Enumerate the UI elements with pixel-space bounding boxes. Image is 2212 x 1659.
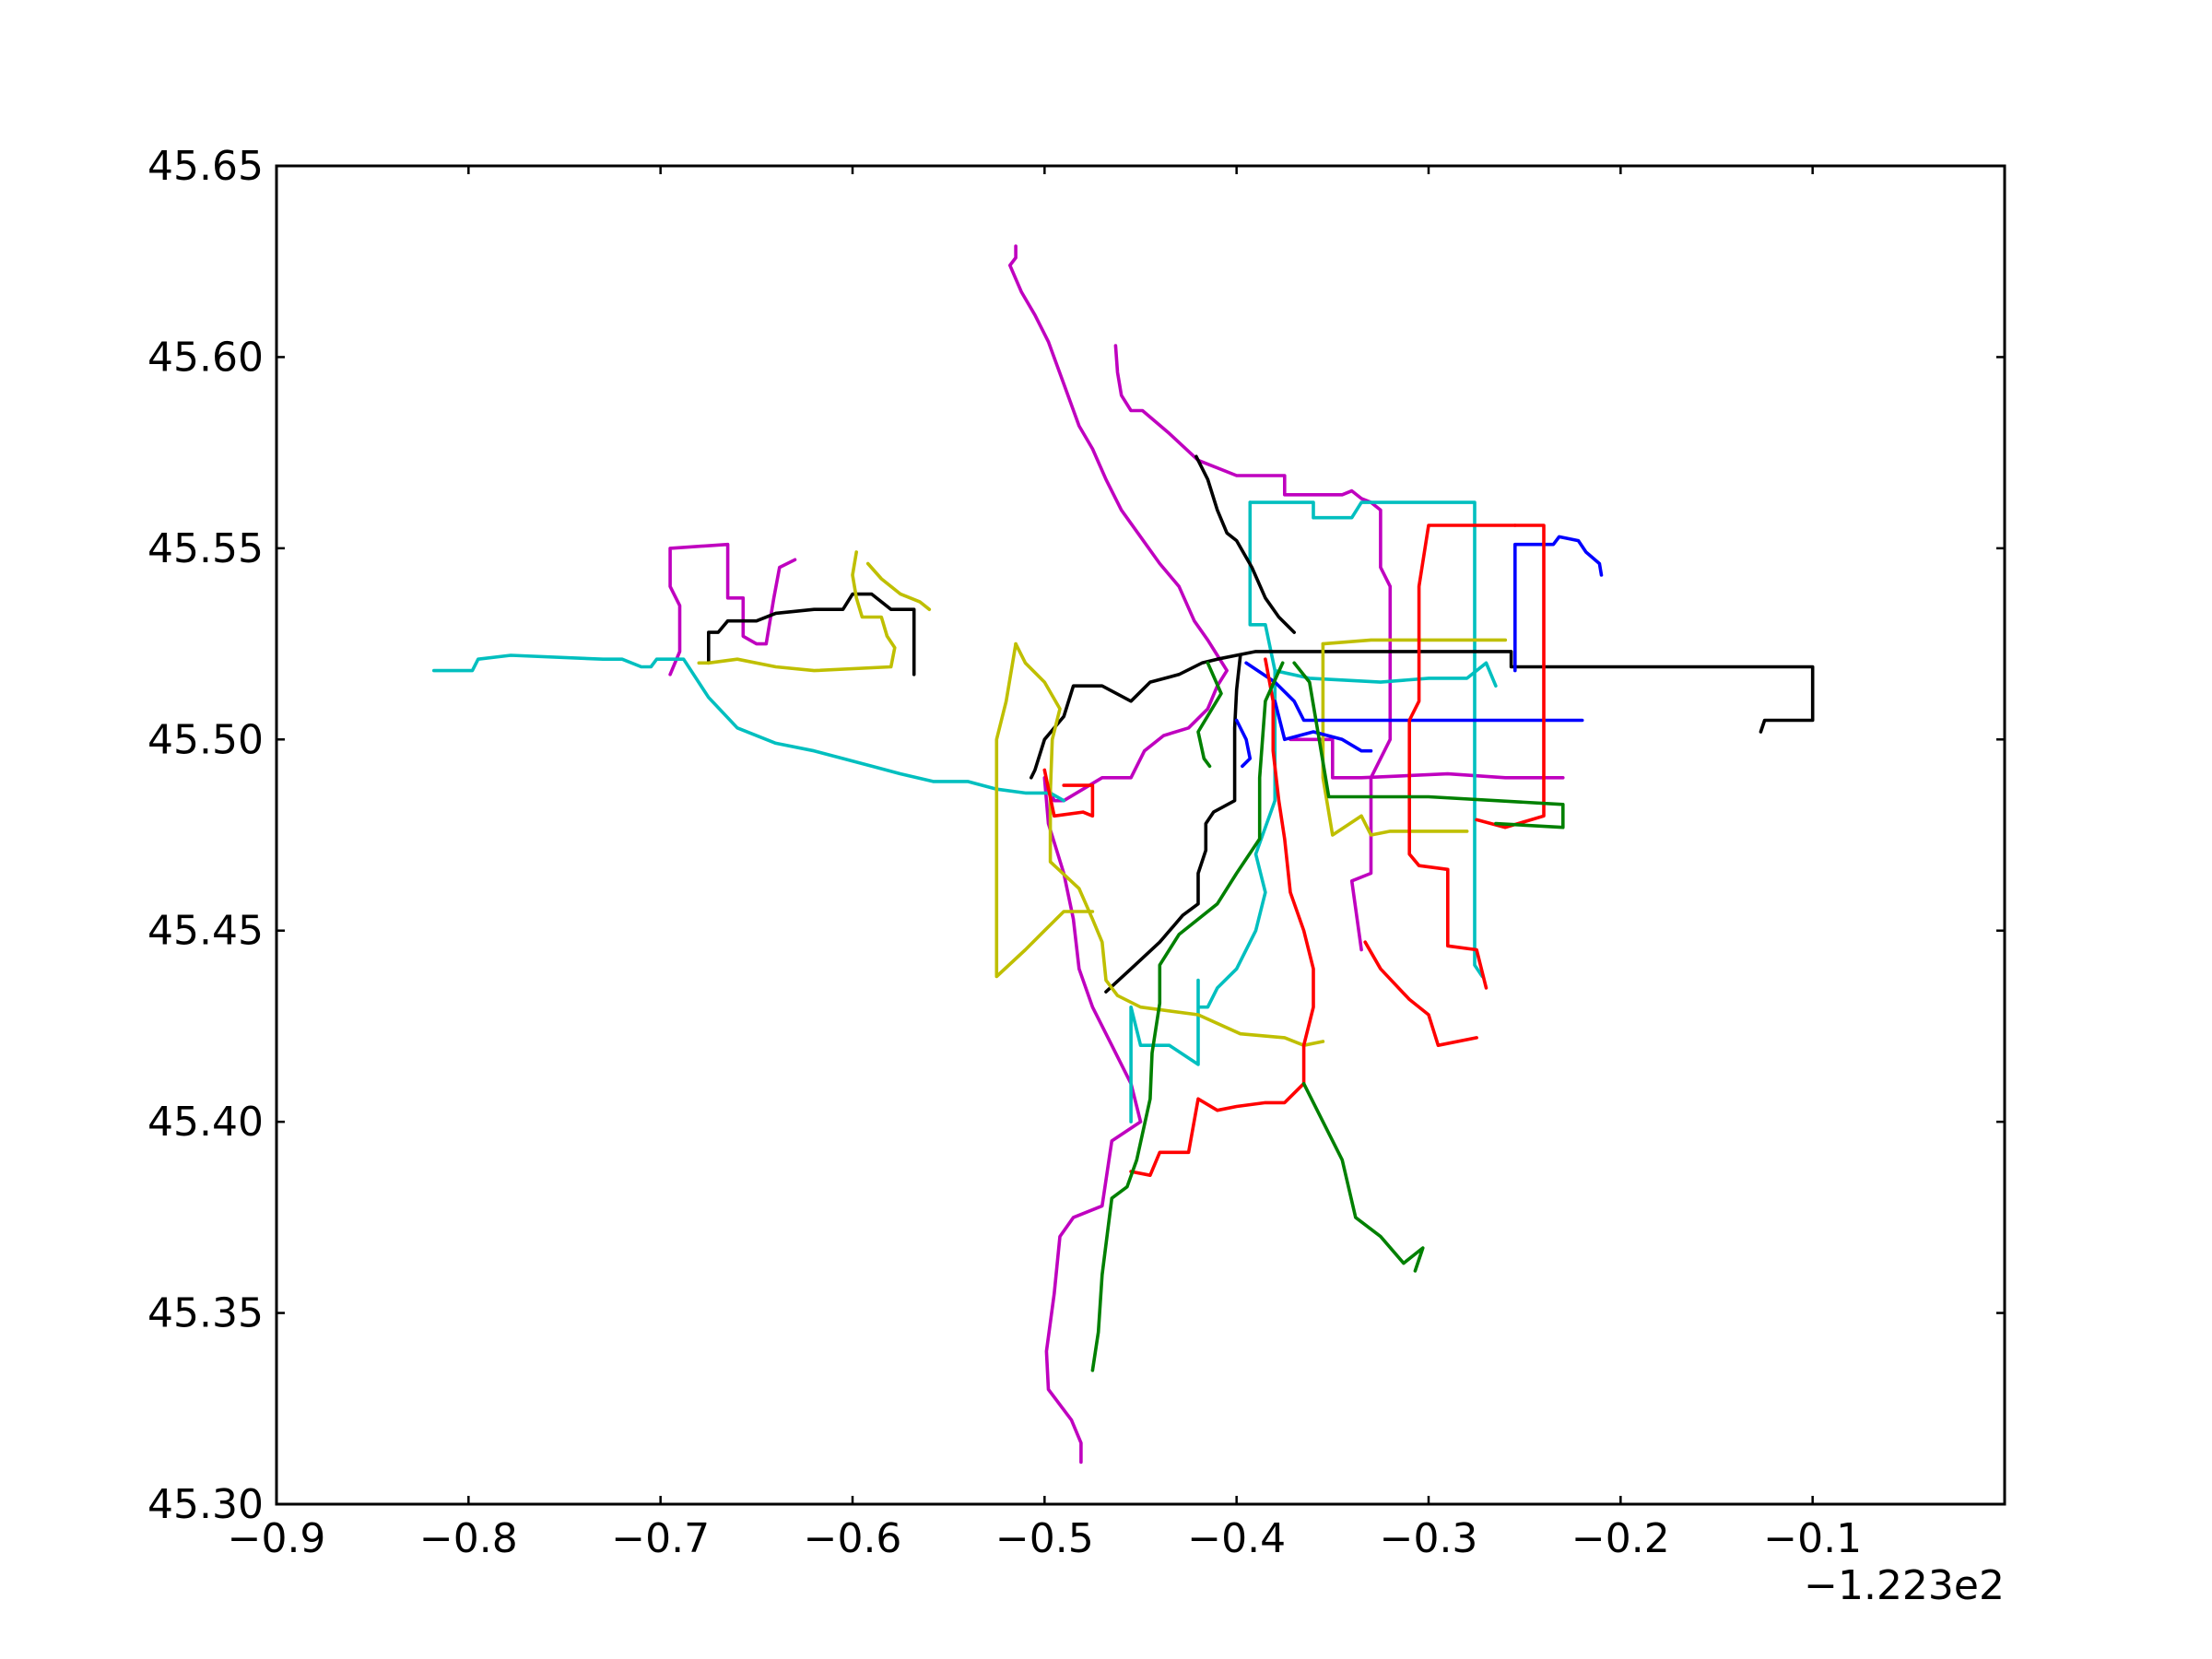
y-tick-label: 45.65 [147,143,264,190]
route-line-31 [1196,661,1223,769]
route-line-26 [1363,940,1478,1047]
route-line-4 [1288,737,1565,780]
route-line-15 [1014,641,1325,1047]
y-tick-label: 45.55 [147,525,264,572]
route-line-28 [1090,661,1285,1372]
route-line-13 [697,550,897,673]
x-offset-label: −1.223e2 [1804,1562,2005,1609]
x-tick-label: −0.4 [1187,1515,1286,1562]
x-tick-label: −0.5 [995,1515,1094,1562]
route-line-7 [1248,500,1498,688]
y-tick-label: 45.60 [147,334,264,381]
route-line-9 [706,592,916,677]
route-line-29 [1301,1081,1425,1273]
x-tick-label: −0.9 [228,1515,326,1562]
route-line-8 [1129,668,1277,1124]
route-line-17 [1321,641,1469,837]
route-line-22 [1234,718,1253,769]
route-line-18 [1321,638,1508,646]
route-line-21 [1273,699,1373,753]
x-tick-label: −0.8 [419,1515,518,1562]
y-tick-label: 45.30 [147,1481,264,1528]
x-tick-label: −0.7 [611,1515,710,1562]
x-tick-label: −0.6 [804,1515,902,1562]
y-tick-label: 45.35 [147,1290,264,1337]
x-tick-label: −0.2 [1571,1515,1670,1562]
y-tick-label: 45.40 [147,1099,264,1146]
route-line-11 [1194,454,1296,634]
route-line-1 [1008,244,1229,1465]
route-line-16 [994,641,1095,979]
route-line-2 [1113,344,1393,952]
x-tick-label: −0.1 [1763,1515,1862,1562]
x-tick-labels: −0.9 −0.8 −0.7 −0.6 −0.5 −0.4 −0.3 −0.2 −0.1 [228,1515,1863,1562]
route-line-6 [1248,500,1485,979]
route-line-27 [1042,768,1095,818]
route-line-23 [1129,657,1315,1177]
y-tick-label: 45.50 [147,716,264,763]
route-line-3 [668,542,797,677]
route-line-10 [1030,650,1815,780]
y-tick-label: 45.45 [147,908,264,955]
route-line-24 [1407,524,1517,990]
route-tracks [431,244,1815,1465]
x-tick-label: −0.3 [1380,1515,1478,1562]
y-tick-labels: 45.30 45.35 45.40 45.45 45.50 45.55 45.60 45.65 [147,143,264,1528]
route-line-30 [1292,661,1565,830]
route-line-12 [1104,653,1242,994]
route-line-19 [1513,535,1604,673]
route-line-5 [431,653,1065,803]
plot-frame [275,164,2006,1506]
route-line-14 [865,561,932,612]
